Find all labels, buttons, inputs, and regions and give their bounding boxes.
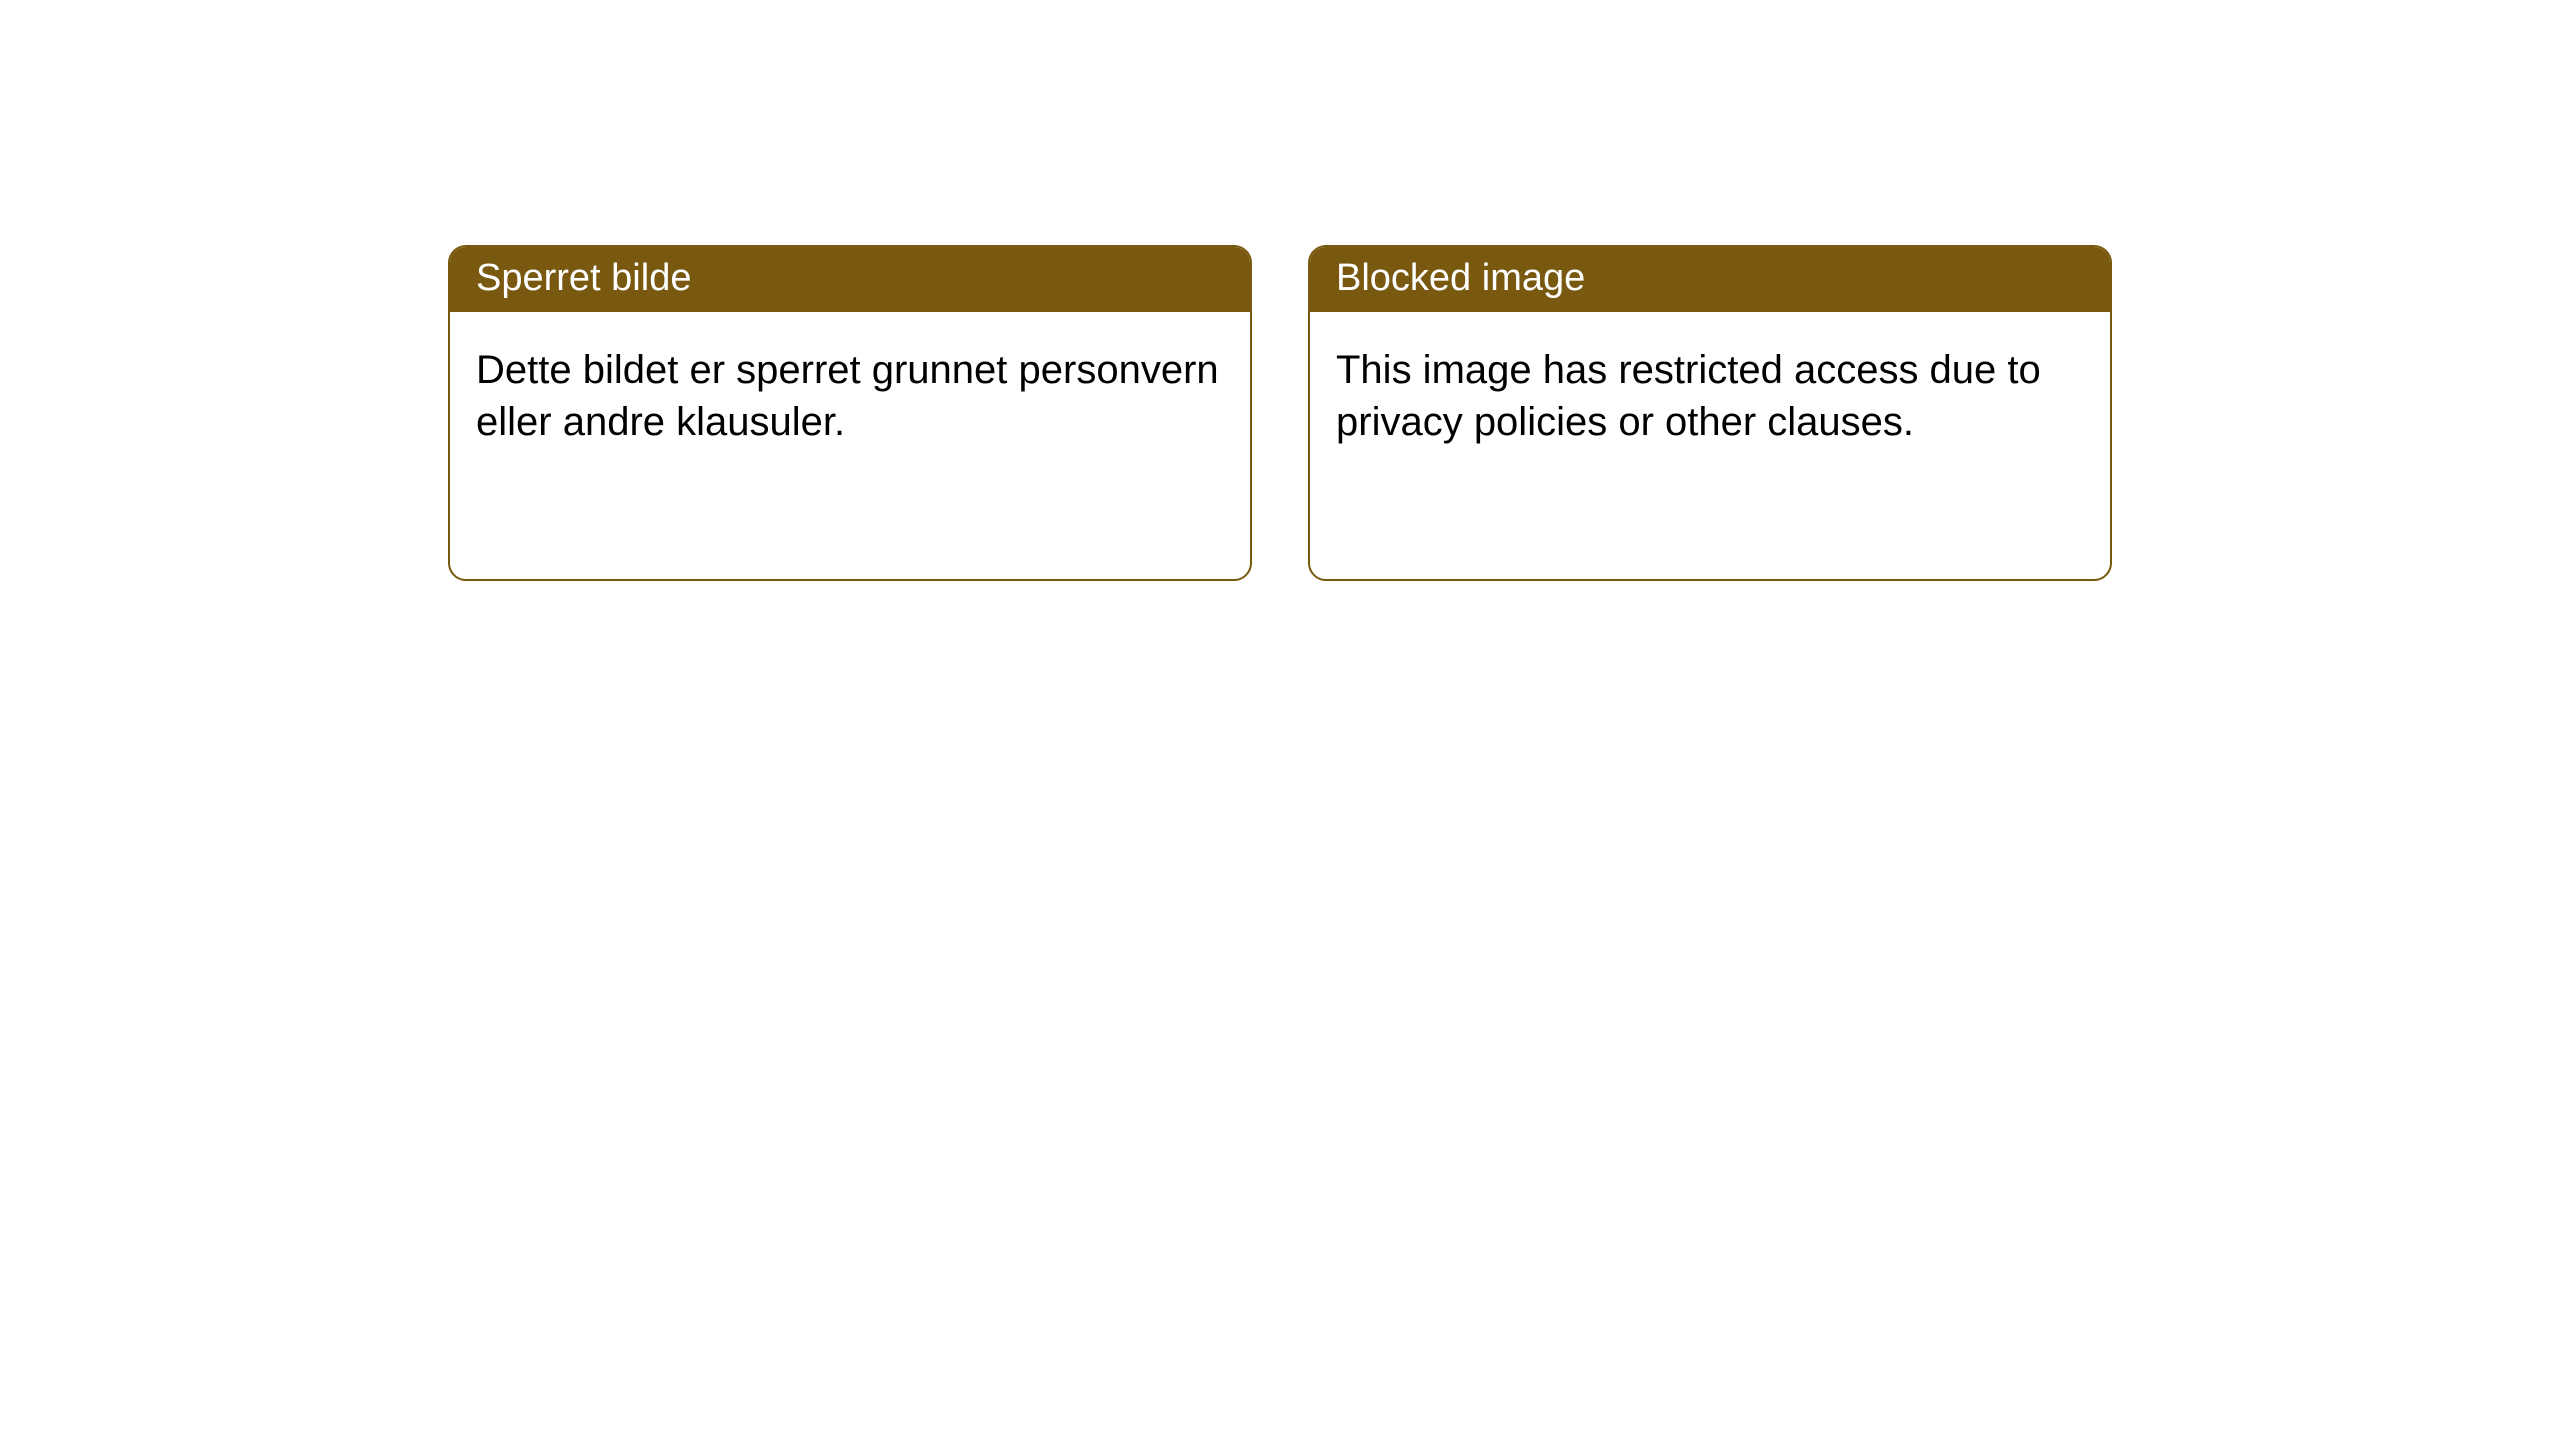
notice-card-english: Blocked image This image has restricted … <box>1308 245 2112 581</box>
notice-cards-container: Sperret bilde Dette bildet er sperret gr… <box>0 0 2560 581</box>
notice-card-header: Blocked image <box>1310 247 2110 312</box>
notice-card-body: This image has restricted access due to … <box>1310 312 2110 480</box>
notice-body-text: This image has restricted access due to … <box>1336 348 2041 444</box>
notice-body-text: Dette bildet er sperret grunnet personve… <box>476 348 1219 444</box>
notice-title: Sperret bilde <box>476 257 691 299</box>
notice-title: Blocked image <box>1336 257 1585 299</box>
notice-card-body: Dette bildet er sperret grunnet personve… <box>450 312 1250 480</box>
notice-card-norwegian: Sperret bilde Dette bildet er sperret gr… <box>448 245 1252 581</box>
notice-card-header: Sperret bilde <box>450 247 1250 312</box>
